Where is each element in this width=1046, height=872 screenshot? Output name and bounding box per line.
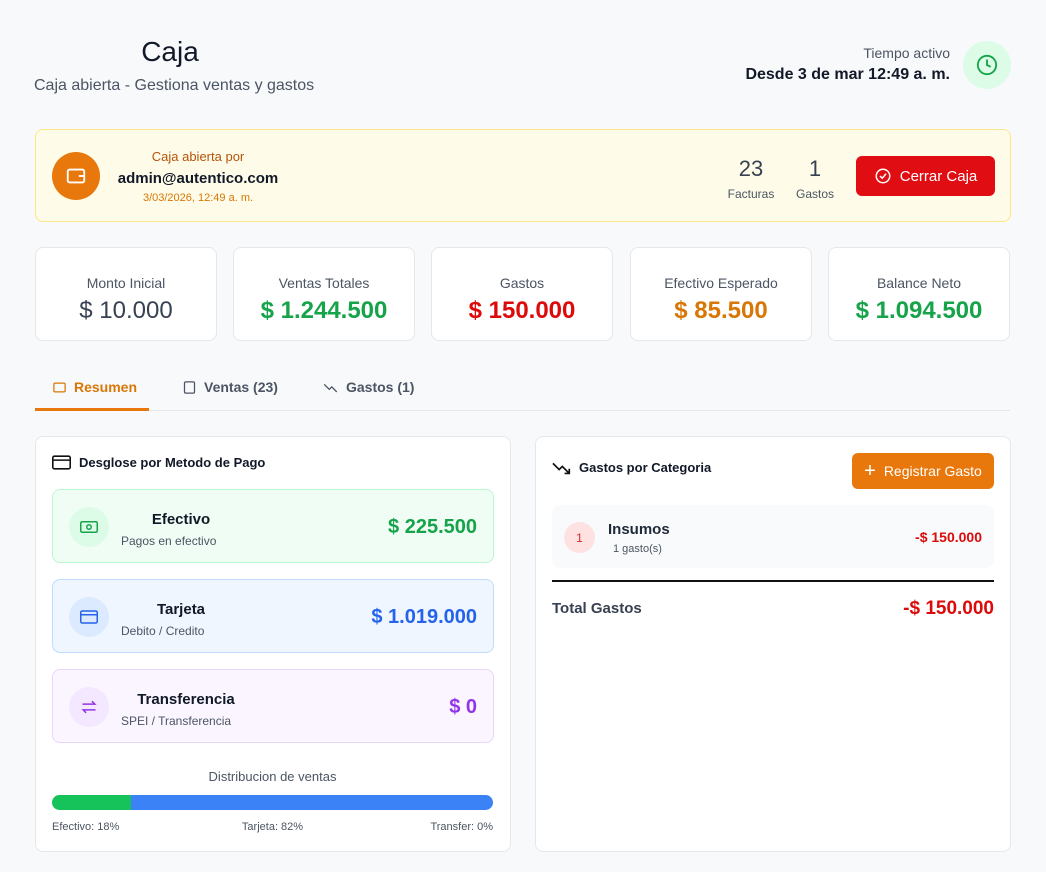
method-description: SPEI / Transferencia [121,714,232,728]
item-index: 1 [564,522,595,553]
user: admin@autentico.com [117,170,279,187]
distribution-segment [131,795,493,810]
method-amount: $ 1.019.000 [371,606,477,628]
card-label: Monto Inicial [86,275,166,291]
method-description: Debito / Credito [121,624,205,638]
wallet-icon [52,152,100,200]
active-label: Tiempo activo [863,45,950,61]
active-since: Desde 3 de mar 12:49 a. m. [745,66,950,83]
stat-label: Gastos [795,187,834,201]
close-button-label: Cerrar Caja [899,167,978,185]
expenses-panel [535,436,1011,852]
subtitle: Caja abierta - Gestiona ventas y gastos [34,77,315,94]
distribution-label: Efectivo: 18% [52,821,120,833]
card-label: Gastos [499,275,545,291]
tab-label: Gastos (1) [346,379,415,395]
card-value: $ 10.000 [79,297,173,324]
summary-card: Ventas Totales $ 1.244.500 [233,247,415,341]
item-count: 1 gasto(s) [613,543,662,555]
item-name: Insumos [608,521,670,538]
method-amount: $ 225.500 [388,516,477,538]
card-label: Efectivo Esperado [664,275,778,291]
card-value: $ 85.500 [674,297,768,324]
method-name: Efectivo [151,511,211,528]
distribution-label: Transfer: 0% [430,821,493,833]
banner: Caja abierta por admin@autentico.com 3/0… [35,129,1011,222]
expense-item: 1 Insumos 1 gasto(s) -$ 150.000 [552,505,994,568]
distribution-label: Tarjeta: 82% [241,821,304,833]
card-value: $ 1.094.500 [855,297,983,324]
datetime: 3/03/2026, 12:49 a. m. [142,192,254,204]
register-button-label: Registrar Gasto [883,463,982,479]
method-name: Tarjeta [156,601,206,618]
card-label: Balance Neto [876,275,962,291]
method: Tarjeta Debito / Credito $ 1.019.000 [52,579,494,653]
method-name: Transferencia [137,691,235,708]
summary-card: Monto Inicial $ 10.000 [35,247,217,341]
card-value: $ 1.244.500 [260,297,388,324]
register-button[interactable]: + Registrar Gasto [852,453,994,489]
divider [552,580,994,582]
tab[interactable]: Ventas (23) [182,379,278,395]
summary-card: Efectivo Esperado $ 85.500 [630,247,812,341]
tab-label: Resumen [74,379,138,395]
distribution-title: Distribucion de ventas [208,769,337,784]
total-label: Total Gastos [552,600,642,617]
clock-icon [963,41,1011,89]
total-value: -$ 150.000 [903,598,994,619]
item-amount: -$ 150.000 [915,529,982,545]
summary-card: Balance Neto $ 1.094.500 [828,247,1010,341]
stat-value: 23 [738,156,764,181]
tab-border [35,410,1010,411]
distribution-bar [52,795,493,810]
stat-label: Facturas [727,187,775,201]
card-value: $ 150.000 [468,297,576,324]
panel-title-text: Desglose por Metodo de Pago [79,455,266,470]
summary-card: Gastos $ 150.000 [431,247,613,341]
method: Transferencia SPEI / Transferencia $ 0 [52,669,494,743]
method: Efectivo Pagos en efectivo $ 225.500 [52,489,494,563]
tab-label: Ventas (23) [204,379,278,395]
opened-by-label: Caja abierta por [151,149,245,164]
tab-underline [35,408,149,411]
tab[interactable]: Resumen [52,379,137,395]
panel-title: Desglose por Metodo de Pago [52,455,265,470]
tab[interactable]: Gastos (1) [322,379,414,395]
card-label: Ventas Totales [278,275,370,291]
title: Caja [141,36,199,67]
close-button[interactable]: Cerrar Caja [856,156,995,196]
stat-value: 1 [808,156,822,181]
method-description: Pagos en efectivo [121,534,217,548]
panel-title: Gastos por Categoria [552,460,711,475]
method-amount: $ 0 [449,696,477,718]
panel-title-text: Gastos por Categoria [579,460,712,475]
distribution-segment [52,795,132,810]
